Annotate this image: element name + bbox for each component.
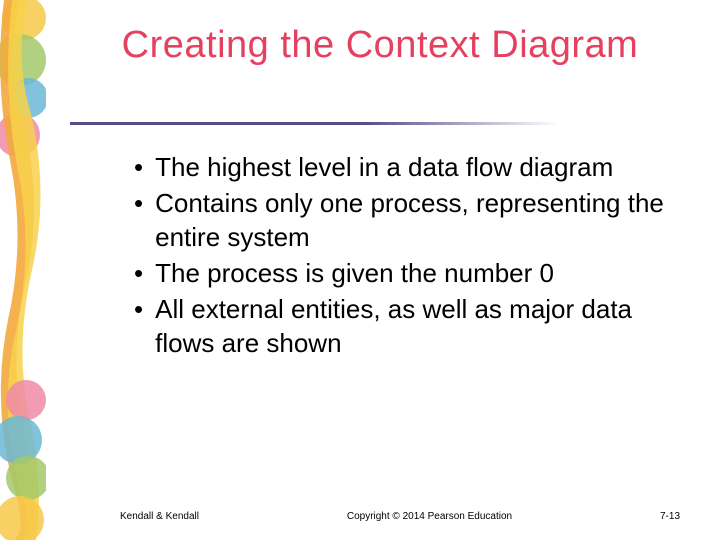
slide-footer: Kendall & Kendall Copyright © 2014 Pears… [120,511,680,522]
bullet-text: The highest level in a data flow diagram [155,150,613,184]
slide-content: Creating the Context Diagram • The highe… [60,0,700,540]
bullet-item: • All external entities, as well as majo… [134,292,690,360]
footer-authors: Kendall & Kendall [120,511,199,522]
bullet-text: All external entities, as well as major … [155,292,690,360]
bullet-dot-icon: • [134,292,143,326]
footer-page-number: 7-13 [660,511,680,522]
bullet-dot-icon: • [134,256,143,290]
bullet-item: • Contains only one process, representin… [134,186,690,254]
bullet-item: • The highest level in a data flow diagr… [134,150,690,184]
title-divider [70,122,560,125]
slide-title: Creating the Context Diagram [60,24,700,67]
sidebar-svg [0,0,46,540]
bullet-item: • The process is given the number 0 [134,256,690,290]
footer-copyright: Copyright © 2014 Pearson Education [199,511,660,522]
bullet-list: • The highest level in a data flow diagr… [134,150,690,362]
bullet-dot-icon: • [134,186,143,220]
bullet-dot-icon: • [134,150,143,184]
decorative-sidebar [0,0,46,540]
bullet-text: The process is given the number 0 [155,256,554,290]
bullet-text: Contains only one process, representing … [155,186,690,254]
